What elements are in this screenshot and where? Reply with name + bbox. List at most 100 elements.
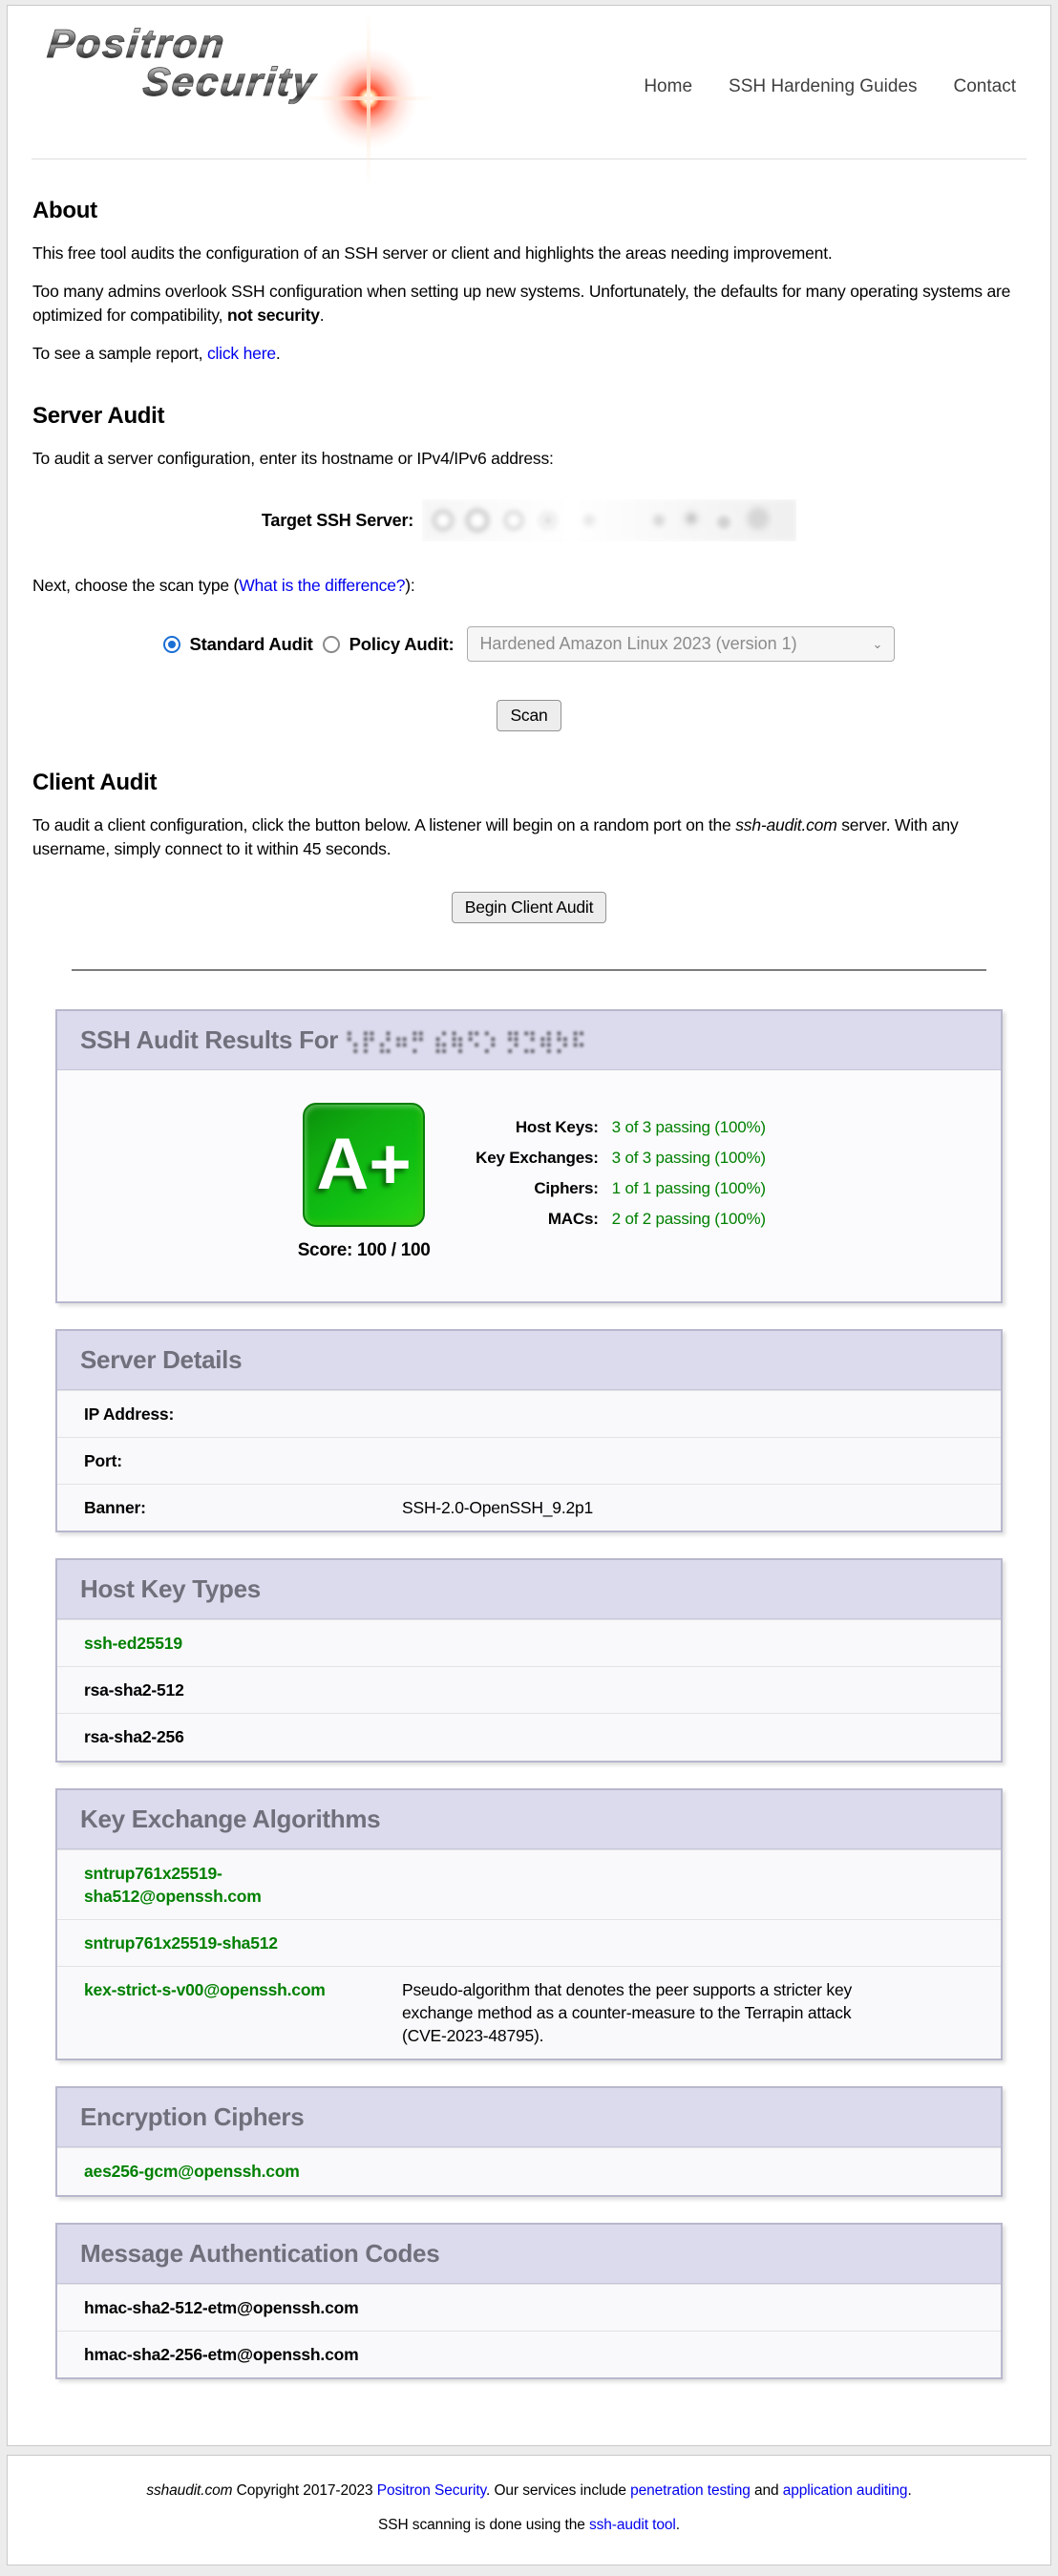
stat-label-macs: MACs: [547,1209,599,1228]
footer-services-text: . Our services include [486,2481,631,2499]
stat-label-host-keys: Host Keys: [515,1117,599,1136]
table-row: Port: [57,1436,1001,1485]
server-details-header: Server Details [57,1330,1001,1390]
target-server-row: Target SSH Server: [32,499,1026,542]
target-ssh-server-input[interactable] [422,499,797,542]
chevron-down-icon: ⌄ [872,636,883,651]
scan-type-radio-row: Standard Audit Policy Audit: Hardened Am… [32,626,1026,663]
scan-button-row: Scan [32,700,1026,732]
kex-algorithm-name: sntrup761x25519-sha512 [84,1932,278,1953]
table-row: Banner: SSH-2.0-OpenSSH_9.2p1 [57,1484,1001,1531]
kex-algorithm-note [402,1862,889,1908]
table-row: sntrup761x25519-sha512 [57,1918,1001,1967]
list-item: aes256-gcm@openssh.com [57,2147,1001,2195]
grade-badge: A+ [303,1102,426,1227]
host-key-name: ssh-ed25519 [84,1634,182,1654]
results-body: A+ Score: 100 / 100 Host Keys: 3 of 3 pa… [57,1069,1001,1301]
list-item: rsa-sha2-512 [57,1666,1001,1714]
mac-name: hmac-sha2-512-etm@openssh.com [84,2297,359,2317]
policy-audit-radio[interactable] [322,635,340,653]
banner-value: SSH-2.0-OpenSSH_9.2p1 [402,1498,594,1518]
server-audit-intro: To audit a server configuration, enter i… [32,449,554,469]
stat-value-macs: 2 of 2 passing (100%) [611,1209,766,1228]
main-nav: Home SSH Hardening Guides Contact [644,76,1022,97]
encryption-ciphers-header: Encryption Ciphers [57,2088,1001,2148]
logo-text-line2: Security [140,59,320,105]
grade-column: A+ Score: 100 / 100 [292,1102,435,1261]
kex-algorithm-note [402,1932,889,1954]
table-row: IP Address: [57,1389,1001,1437]
obscured-input-value [422,499,797,542]
footer-and-text: and [750,2481,783,2499]
cipher-name: aes256-gcm@openssh.com [84,2162,300,2182]
client-audit-text-after: server. With any username, simply connec… [32,815,959,858]
list-item: rsa-sha2-256 [57,1713,1001,1761]
client-audit-button-row: Begin Client Audit [32,891,1026,923]
kex-algorithm-name: sntrup761x25519-sha512@openssh.com [84,1863,262,1906]
about-p2-period: . [319,305,325,325]
footer-copyright-text: Copyright 2017-2023 [232,2481,377,2499]
ssh-audit-results-box: SSH Audit Results For ⢣⡟⣜⠶⡛ ⣮⢷⠫⡱ ⡻⣙⢾⡳⠯ A… [55,1008,1003,1303]
application-auditing-link[interactable]: application auditing [782,2481,908,2499]
kex-algorithm-name: kex-strict-s-v00@openssh.com [84,1980,326,2000]
page-body: About This free tool audits the configur… [8,198,1050,2379]
standard-audit-radio[interactable] [162,635,180,653]
server-details-box: Server Details IP Address: Port: Banner:… [55,1328,1003,1533]
policy-audit-label: Policy Audit: [349,633,455,654]
macs-header: Message Authentication Codes [57,2224,1001,2284]
client-audit-text: To audit a client configuration, click t… [32,815,736,835]
about-heading: About [32,198,97,223]
policy-select-value: Hardened Amazon Linux 2023 (version 1) [479,634,797,654]
scan-type-difference-link[interactable]: What is the difference? [239,576,406,596]
about-p2-bold: not security [226,305,320,325]
encryption-ciphers-box: Encryption Ciphers aes256-gcm@openssh.co… [55,2086,1003,2197]
server-audit-heading: Server Audit [32,403,165,430]
standard-audit-label: Standard Audit [189,633,313,654]
target-ssh-server-label: Target SSH Server: [261,510,414,530]
results-title: SSH Audit Results For [80,1024,346,1054]
stat-label-key-exchanges: Key Exchanges: [476,1148,599,1167]
positron-security-logo[interactable]: Positron Security [36,8,485,189]
banner-label: Banner: [84,1498,146,1518]
stat-label-ciphers: Ciphers: [534,1178,599,1197]
key-exchange-header: Key Exchange Algorithms [57,1789,1001,1849]
stat-value-key-exchanges: 3 of 3 passing (100%) [611,1148,766,1167]
positron-security-link[interactable]: Positron Security [376,2481,487,2499]
footer-scanning-period: . [675,2516,680,2533]
macs-box: Message Authentication Codes hmac-sha2-5… [55,2222,1003,2379]
about-p1-text: This free tool audits the configuration … [32,243,833,263]
ip-address-value-redacted [402,1403,974,1425]
list-item: hmac-sha2-256-etm@openssh.com [57,2330,1001,2377]
client-audit-paragraph: To audit a client configuration, click t… [32,813,1026,861]
footer-scanning-text: SSH scanning is done using the [378,2516,589,2533]
score-label: Score: 100 / 100 [297,1239,431,1260]
host-key-types-header: Host Key Types [57,1560,1001,1620]
host-key-name: rsa-sha2-256 [84,1727,184,1747]
scan-type-text: Next, choose the scan type ( [32,576,240,596]
nav-ssh-hardening-guides[interactable]: SSH Hardening Guides [729,76,918,96]
scan-type-line: Next, choose the scan type (What is the … [32,574,1026,598]
port-label: Port: [84,1450,122,1470]
kex-algorithm-note: Pseudo-algorithm that denotes the peer s… [402,1980,853,2046]
site-header: Positron Security Home SSH Hardening Gui… [8,6,1050,189]
about-paragraph-2: Too many admins overlook SSH configurati… [32,280,1026,327]
site-footer: sshaudit.com Copyright 2017-2023 Positro… [7,2454,1051,2565]
nav-home[interactable]: Home [644,76,693,96]
begin-client-audit-button[interactable]: Begin Client Audit [451,891,607,923]
scan-type-text-after: ): [405,576,415,596]
obscured-hostname: ⢣⡟⣜⠶⡛ ⣮⢷⠫⡱ ⡻⣙⢾⡳⠯ [345,1028,587,1053]
ssh-audit-tool-link[interactable]: ssh-audit tool [588,2516,676,2533]
sample-report-link[interactable]: click here [206,343,276,363]
footer-line-1: sshaudit.com Copyright 2017-2023 Positro… [8,2482,1050,2500]
sample-report-period: . [275,343,281,363]
list-item: ssh-ed25519 [57,1619,1001,1667]
list-item: hmac-sha2-512-etm@openssh.com [57,2283,1001,2331]
scan-button[interactable]: Scan [497,700,561,732]
penetration-testing-link[interactable]: penetration testing [630,2481,751,2499]
policy-select[interactable]: Hardened Amazon Linux 2023 (version 1) ⌄ [467,626,896,663]
main-content-panel: Positron Security Home SSH Hardening Gui… [7,5,1051,2446]
port-value-redacted [402,1449,974,1472]
footer-line-2: SSH scanning is done using the ssh-audit… [8,2517,1050,2534]
results-stats: Host Keys: 3 of 3 passing (100%) Key Exc… [476,1118,766,1229]
nav-contact[interactable]: Contact [953,76,1016,96]
